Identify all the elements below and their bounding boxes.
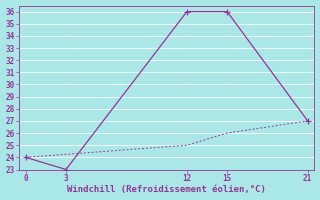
X-axis label: Windchill (Refroidissement éolien,°C): Windchill (Refroidissement éolien,°C): [67, 185, 266, 194]
